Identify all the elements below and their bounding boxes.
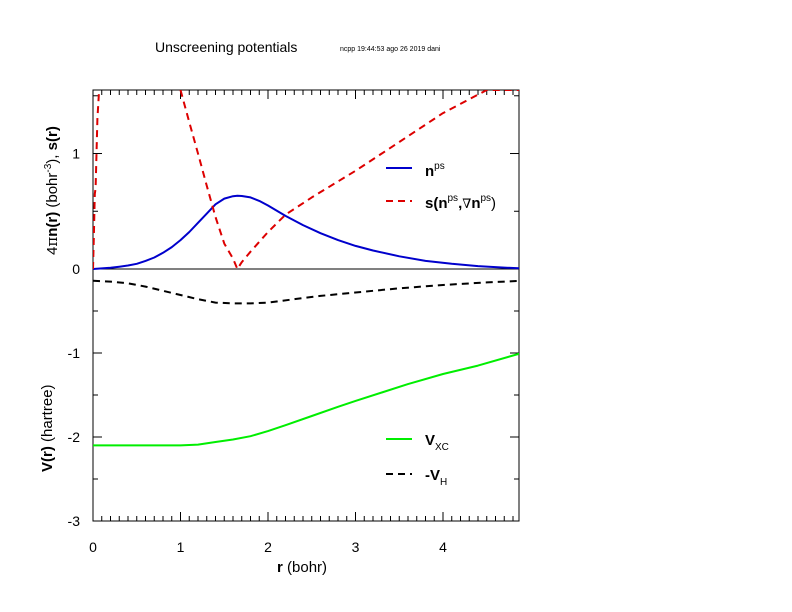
x-tick-label: 2 xyxy=(264,539,272,555)
legend-top: nps s(nps,∇nps) xyxy=(386,161,496,212)
top-ylabel: 4πn(r) (bohr-3), s(r) xyxy=(43,126,61,255)
x-tick-label: 4 xyxy=(439,539,447,555)
series-line-vh xyxy=(93,279,519,305)
legend-label-vxc: VXC xyxy=(425,432,449,453)
series-line-s-segment-0 xyxy=(93,90,101,270)
legend-label-vh: -VH xyxy=(425,467,447,488)
legend-label-nps: nps xyxy=(425,161,445,180)
x-axis-label: r (bohr) xyxy=(277,559,327,576)
y-tick-label-top: 1 xyxy=(72,146,80,162)
x-tick-label: 3 xyxy=(352,539,360,555)
y-tick-label-bottom: -2 xyxy=(68,429,81,445)
series-line-nps xyxy=(93,194,519,270)
y-tick-label-bottom: -3 xyxy=(68,513,81,529)
legend-label-s: s(nps,∇nps) xyxy=(425,193,496,212)
series-line-vxc xyxy=(93,352,519,447)
tick-marks xyxy=(92,90,519,521)
chart-stamp: ncpp 19:44:53 ago 26 2019 dani xyxy=(340,46,441,53)
y-tick-label-top: 0 xyxy=(72,261,80,277)
series-line-s-segment-1 xyxy=(179,90,519,270)
tick-labels: 0 1 2 3 4 0 1 -3 -2 -1 xyxy=(68,146,448,555)
x-tick-label: 0 xyxy=(89,539,97,555)
legend-bottom: VXC -VH xyxy=(386,432,449,488)
bottom-ylabel: V(r) (hartree) xyxy=(39,384,56,472)
x-tick-label: 1 xyxy=(177,539,185,555)
chart-title: Unscreening potentials xyxy=(155,39,297,55)
plot-frame xyxy=(92,89,520,522)
series-group xyxy=(93,90,519,447)
y-tick-label-bottom: -1 xyxy=(68,345,81,361)
